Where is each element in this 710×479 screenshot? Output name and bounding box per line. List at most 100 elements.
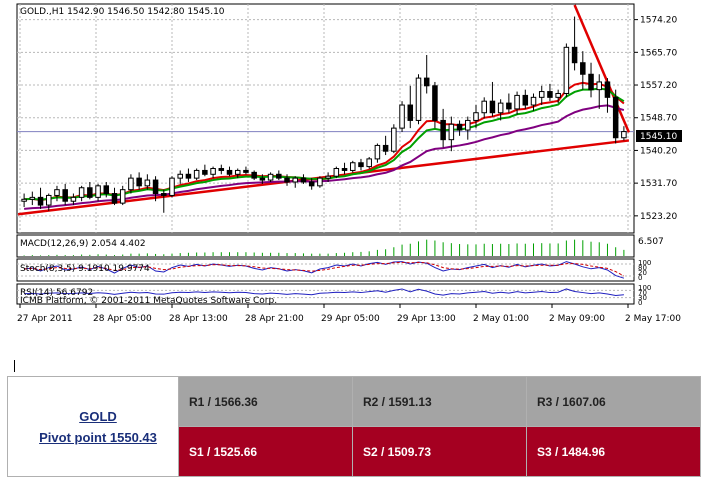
candle-body	[440, 119, 446, 141]
candle-body	[621, 131, 627, 139]
candle-body	[37, 196, 44, 206]
pivot-table: GOLD Pivot point 1550.43 R1 / 1566.36 R2…	[7, 376, 701, 477]
candle-body	[152, 179, 159, 195]
candle-body	[588, 73, 594, 91]
candle-body	[259, 177, 266, 181]
current-price-box	[636, 130, 682, 142]
x-tick-label: 2 May 17:00	[625, 314, 681, 324]
stoch-scale-label: 80	[638, 264, 647, 272]
candle-body	[432, 85, 438, 121]
candle-body	[95, 185, 101, 198]
candle-body	[103, 185, 110, 195]
candle-body	[226, 169, 233, 175]
candle-body	[62, 189, 68, 202]
candle-body	[506, 102, 512, 110]
x-tick-label: 29 Apr 05:00	[321, 314, 380, 324]
copyright-text: ICMB Platform, © 2001-2011 MetaQuotes So…	[20, 296, 277, 306]
pivot-label-cell: GOLD Pivot point 1550.43	[7, 376, 179, 477]
x-tick-label: 29 Apr 13:00	[397, 314, 456, 324]
rsi-scale-label: 0	[638, 299, 642, 307]
candle-body	[465, 119, 471, 131]
candle-body	[284, 177, 290, 183]
candle-body	[391, 127, 397, 152]
chart-title: GOLD.,H1 1542.90 1546.50 1542.80 1545.10	[20, 7, 225, 17]
candle-body	[317, 177, 323, 187]
candle-body	[267, 173, 274, 181]
symbol-link[interactable]: GOLD	[79, 408, 117, 424]
stoch-scale-label: 0	[638, 274, 642, 282]
y-tick-label: 1531.70	[640, 179, 677, 189]
resistance-3: R3 / 1607.06	[526, 376, 701, 427]
candle-body	[522, 94, 529, 106]
stoch-signal-line	[24, 261, 625, 277]
candle-body	[251, 171, 257, 179]
candle-body	[119, 189, 126, 204]
candle-body	[333, 168, 340, 177]
candle-body	[538, 91, 545, 98]
candle-body	[407, 104, 414, 121]
candle-body	[45, 194, 52, 206]
y-tick-label: 1523.20	[640, 212, 677, 222]
candle-body	[415, 77, 422, 121]
stoch-label: Stoch(8,3,5) 9.1910 19.9774	[20, 264, 150, 274]
candle-body	[78, 187, 85, 198]
y-tick-label: 1548.70	[640, 114, 677, 124]
rsi-scale-label: 100	[638, 284, 651, 292]
stoch-scale-label: 20	[638, 269, 647, 277]
candle-body	[300, 177, 307, 183]
candle-body	[349, 162, 356, 171]
y-tick-label: 1540.20	[640, 146, 677, 156]
candle-body	[54, 189, 60, 196]
candle-body	[128, 177, 134, 191]
candle-body	[193, 169, 200, 179]
candle-body	[70, 196, 77, 202]
candle-body	[341, 168, 348, 171]
rsi-line	[24, 288, 624, 296]
candle-body	[530, 96, 537, 106]
current-price-label: 1545.10	[640, 132, 677, 142]
candle-body	[210, 168, 216, 175]
rsi-pane	[16, 283, 635, 305]
candle-body	[202, 169, 208, 175]
y-tick-label: 1565.70	[640, 48, 677, 58]
candle-body	[29, 196, 36, 200]
trendline	[573, 4, 631, 133]
rsi-label: RSI(14) 56.6792	[20, 288, 93, 298]
candle-body	[292, 177, 299, 183]
candle-body	[177, 173, 183, 179]
x-tick-label: 2 May 01:00	[473, 314, 529, 324]
candle-body	[144, 179, 151, 187]
candle-body	[448, 123, 455, 141]
macd-pane	[16, 234, 635, 258]
y-tick-label: 1574.20	[640, 16, 677, 26]
stoch-main-line	[24, 261, 625, 279]
candle-body	[243, 169, 249, 173]
candle-body	[308, 181, 315, 187]
candle-body	[547, 91, 553, 98]
candle-body	[456, 123, 463, 131]
macd-scale: 6.507	[638, 237, 664, 247]
rsi-scale-label: 70	[638, 289, 647, 297]
x-tick-label: 28 Apr 21:00	[245, 314, 304, 324]
trendline	[17, 139, 630, 216]
x-tick-label: 28 Apr 13:00	[169, 314, 228, 324]
candle-body	[596, 81, 603, 91]
candle-body	[234, 169, 241, 175]
price-pane	[16, 3, 635, 234]
macd-label: MACD(12,26,9) 2.054 4.402	[20, 239, 146, 249]
candle-body	[423, 77, 430, 87]
candle-body	[399, 104, 405, 129]
candle-body	[366, 158, 372, 168]
x-tick-label: 27 Apr 2011	[17, 314, 73, 324]
price-chart: GOLD.,H1 1542.90 1546.50 1542.80 1545.10…	[16, 3, 682, 324]
candle-body	[555, 92, 561, 98]
candle-body	[489, 100, 496, 114]
pivot-point-link[interactable]: Pivot point 1550.43	[39, 429, 157, 445]
rsi-scale-label: 30	[638, 294, 647, 302]
candle-body	[473, 112, 479, 121]
candle-body	[161, 193, 167, 196]
candle-body	[169, 177, 175, 196]
candle-body	[382, 144, 389, 152]
candle-body	[580, 62, 586, 75]
candle-body	[358, 162, 364, 168]
